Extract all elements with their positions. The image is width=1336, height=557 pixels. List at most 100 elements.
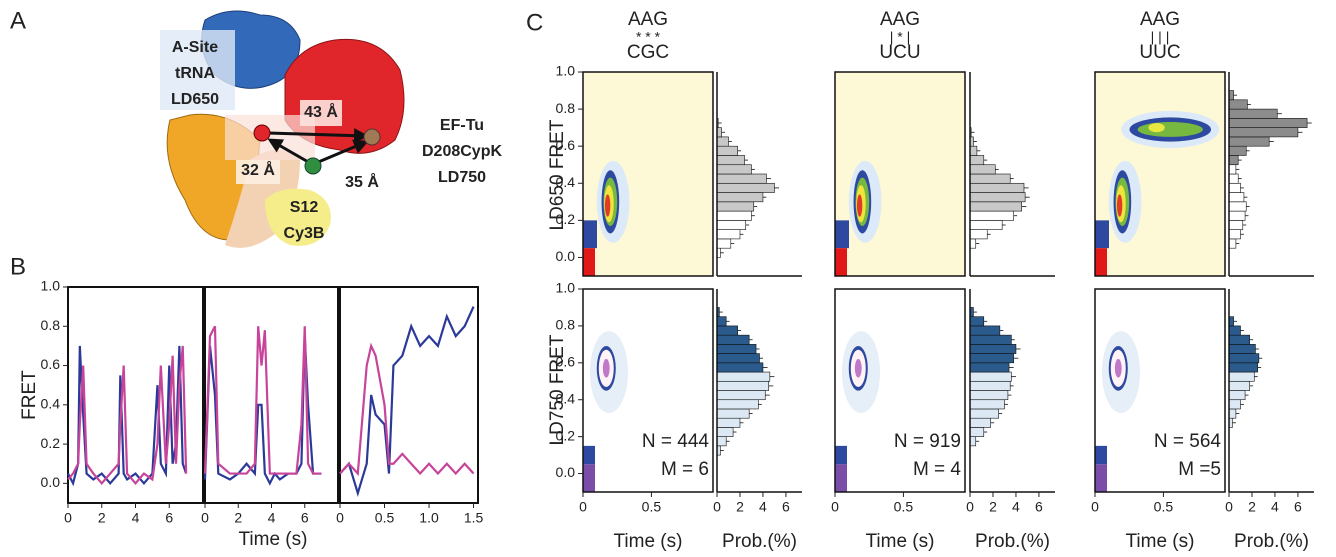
pairing: * * * — [636, 29, 661, 45]
density-contour — [604, 194, 611, 217]
m-label: M =5 — [1178, 459, 1221, 480]
x-tick-label: 6 — [1035, 499, 1043, 515]
density-contour — [1114, 359, 1122, 378]
y-axis-label: LD650 FRET — [547, 119, 568, 230]
y-tick-label: 0.0 — [556, 464, 576, 480]
x-axis-label: Time (s) — [614, 531, 683, 552]
density-contour — [602, 359, 610, 378]
density-contour — [583, 248, 595, 276]
bar — [716, 316, 727, 327]
y-tick-label: 0.8 — [556, 317, 576, 333]
density-contour — [583, 220, 597, 249]
y-tick-label: 0.6 — [41, 356, 61, 372]
x-axis-label: Time (s) — [866, 531, 935, 552]
bar — [716, 201, 755, 212]
density-contour — [835, 464, 847, 492]
bar — [716, 390, 766, 401]
plot-frame — [834, 71, 966, 277]
bar — [1228, 136, 1270, 147]
pairing: | | | — [1151, 29, 1170, 45]
structure-label: LD650 — [171, 91, 219, 108]
bar — [716, 210, 752, 221]
bar — [1228, 127, 1299, 138]
y-tick-label: 0.2 — [556, 427, 576, 443]
bar — [969, 380, 1011, 391]
n-label: N = 564 — [1154, 431, 1222, 452]
x-tick-label: 2 — [736, 499, 744, 515]
x-tick-label: 0 — [831, 499, 839, 515]
bar — [716, 192, 764, 203]
density-contour — [835, 248, 847, 276]
structure-label: Cy3B — [284, 225, 325, 242]
n-label: N = 444 — [642, 431, 710, 452]
y-tick-label: 0.8 — [41, 317, 61, 333]
bar — [716, 362, 764, 373]
bar — [969, 362, 1010, 373]
panel-label: B — [10, 253, 26, 280]
bar — [969, 399, 1005, 410]
bar — [969, 334, 1012, 345]
bar — [969, 182, 1025, 193]
x-tick-label: 4 — [1012, 499, 1020, 515]
trace — [339, 342, 475, 477]
y-tick-label: 0.2 — [41, 435, 61, 451]
bar — [969, 238, 977, 249]
bar — [1228, 210, 1246, 221]
bar — [716, 436, 727, 447]
plot-frame — [582, 288, 714, 493]
bar — [1228, 173, 1239, 184]
density-contour — [856, 194, 863, 217]
bar — [969, 173, 1011, 184]
x-tick-label: 0 — [64, 510, 72, 526]
plot-frame — [582, 71, 714, 277]
distance-label: 32 Å — [241, 160, 275, 179]
bar — [716, 334, 750, 345]
y-tick-label: 1.0 — [41, 278, 61, 294]
x-tick-label: 1.0 — [419, 510, 439, 526]
bar — [1228, 220, 1244, 230]
bar — [969, 220, 1003, 230]
distance-label: 35 Å — [345, 172, 379, 191]
density-contour — [1095, 445, 1107, 465]
bar — [969, 417, 991, 428]
bar — [1228, 118, 1308, 128]
density-contour — [1148, 122, 1165, 133]
m-label: M = 4 — [913, 459, 961, 480]
bar — [1228, 325, 1241, 336]
y-tick-label: 0.8 — [556, 100, 576, 116]
trace — [67, 345, 188, 487]
bar — [969, 316, 985, 327]
x-tick-label: 6 — [782, 499, 790, 515]
bar — [716, 238, 732, 249]
x-tick-label: 6 — [301, 510, 309, 526]
x-tick-label: 4 — [268, 510, 276, 526]
x-tick-label: 2 — [1248, 499, 1256, 515]
x-axis-label: Prob.(%) — [722, 531, 797, 552]
plot-frame — [1094, 288, 1226, 493]
bar — [716, 427, 734, 437]
anticodon: UUC — [1139, 42, 1180, 63]
density-contour — [1095, 464, 1107, 492]
bar — [969, 229, 988, 240]
pairing: | * | — [890, 29, 911, 45]
structure-art — [160, 10, 405, 248]
plot-frame — [67, 286, 204, 504]
x-tick-label: 2 — [989, 499, 997, 515]
bar — [969, 210, 1014, 221]
x-tick-label: 4 — [1271, 499, 1279, 515]
x-tick-label: 0.5 — [1154, 499, 1174, 515]
density-contour — [583, 445, 595, 465]
structure-label: EF-Tu — [440, 117, 484, 134]
bar — [1228, 408, 1237, 419]
bar — [716, 371, 771, 382]
bar — [1228, 229, 1241, 240]
bar — [716, 145, 738, 156]
bar — [969, 155, 985, 166]
y-tick-label: 0.4 — [556, 390, 576, 406]
structure-label: S12 — [290, 199, 319, 216]
bar — [1228, 238, 1237, 249]
bar — [969, 192, 1026, 203]
bar — [1228, 192, 1245, 203]
